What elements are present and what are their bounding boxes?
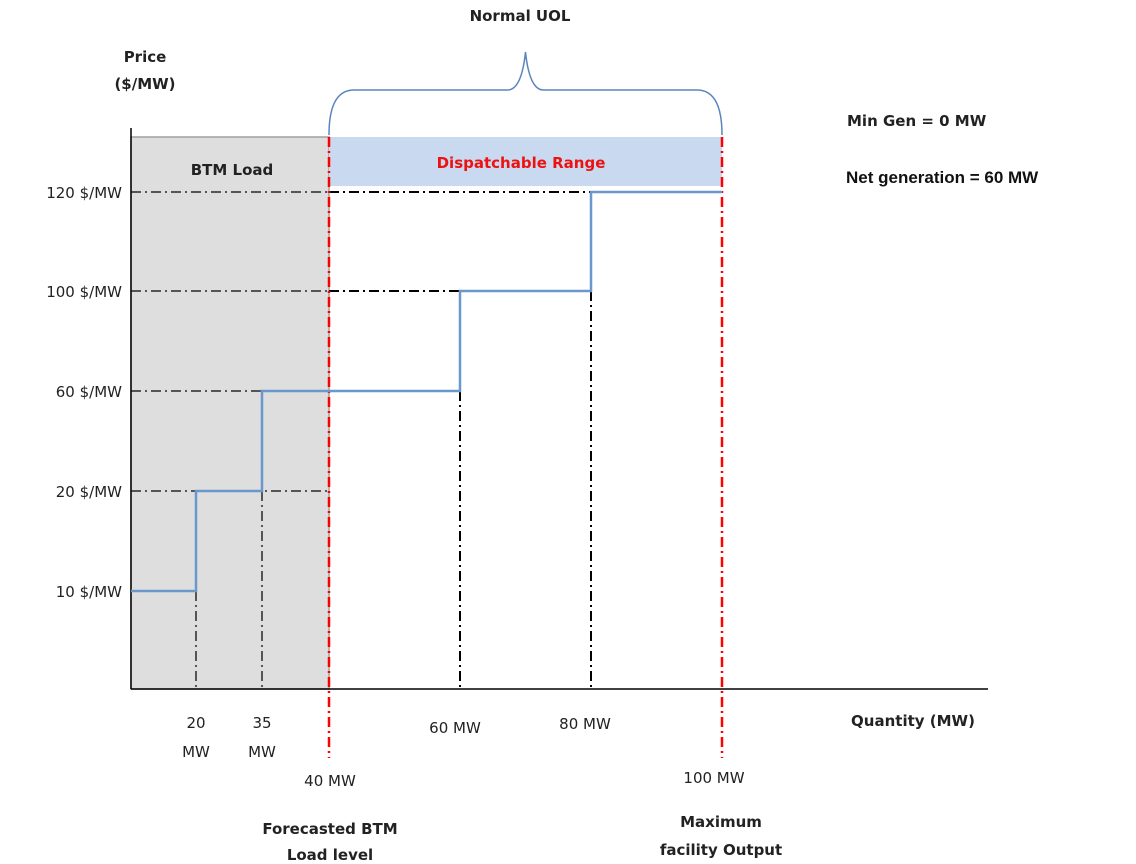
y-tick-label: 120 $/MW bbox=[46, 184, 122, 202]
brace-label: Normal UOL bbox=[470, 7, 571, 25]
x-tick-label: 40 MW bbox=[304, 772, 356, 790]
max-output-caption: facility Output bbox=[660, 841, 782, 859]
x-tick-label: 35 bbox=[252, 714, 271, 732]
btm-load-label: BTM Load bbox=[191, 161, 274, 179]
note-net-generation: Net generation = 60 MW bbox=[846, 168, 1039, 187]
dispatchable-range-band bbox=[329, 137, 722, 186]
uol-brace bbox=[328, 51, 723, 136]
x-tick-label: MW bbox=[182, 743, 210, 761]
btm-load-region bbox=[130, 136, 330, 690]
y-tick-label: 20 $/MW bbox=[56, 483, 122, 501]
x-tick-label: MW bbox=[248, 743, 276, 761]
y-axis-label: Price bbox=[124, 48, 167, 66]
forecast-caption: Forecasted BTM bbox=[262, 820, 397, 838]
dispatchable-range-label: Dispatchable Range bbox=[437, 154, 606, 172]
x-tick-label: 100 MW bbox=[683, 769, 744, 787]
y-axis-label: ($/MW) bbox=[114, 75, 175, 93]
x-tick-label: 20 bbox=[186, 714, 205, 732]
x-tick-label: 60 MW bbox=[429, 719, 481, 737]
forecast-caption: Load level bbox=[287, 846, 373, 864]
max-output-caption: Maximum bbox=[680, 813, 762, 831]
y-tick-label: 60 $/MW bbox=[56, 383, 122, 401]
y-tick-label: 100 $/MW bbox=[46, 283, 122, 301]
x-axis-label: Quantity (MW) bbox=[851, 712, 975, 730]
note-min-gen: Min Gen = 0 MW bbox=[847, 112, 987, 130]
x-tick-label: 80 MW bbox=[559, 715, 611, 733]
y-tick-label: 10 $/MW bbox=[56, 583, 122, 601]
offer-step-line bbox=[131, 190, 722, 593]
